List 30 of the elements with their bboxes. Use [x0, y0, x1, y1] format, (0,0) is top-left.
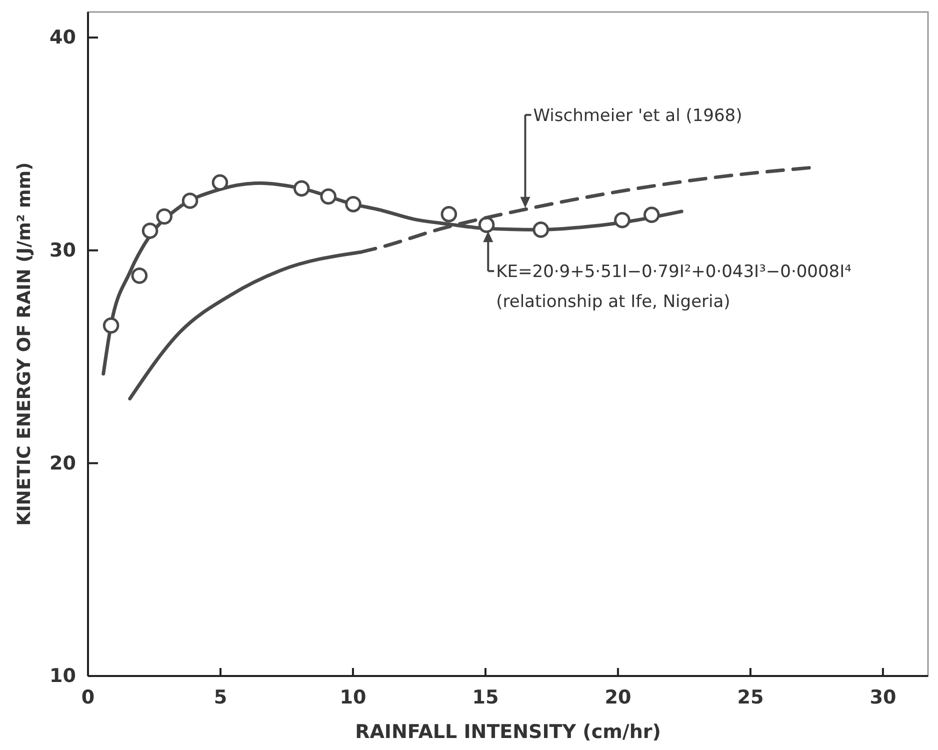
point — [142, 222, 158, 239]
point — [345, 196, 362, 212]
point — [212, 174, 228, 191]
x-tick-label: 15 — [472, 686, 499, 708]
point — [614, 212, 630, 228]
x-tick-label: 10 — [340, 686, 366, 708]
point — [478, 216, 495, 233]
y-tick-label: 30 — [50, 239, 76, 262]
point — [532, 222, 550, 238]
x-tick-label: 5 — [214, 686, 228, 708]
point — [643, 206, 660, 223]
point — [293, 180, 310, 197]
x-axis-title: RAINFALL INTENSITY (cm/hr) — [355, 721, 661, 743]
point — [182, 192, 198, 209]
point — [156, 208, 172, 225]
y-tick-label: 10 — [50, 665, 76, 688]
point — [131, 268, 148, 284]
point — [440, 206, 458, 222]
y-tick-label: 40 — [50, 26, 76, 49]
point — [320, 188, 336, 205]
x-tick-label: 0 — [81, 686, 95, 708]
y-tick-label: 20 — [50, 452, 76, 474]
point — [102, 317, 120, 334]
x-tick-label: 25 — [737, 686, 764, 708]
annotation: Wischmeier 'et al (1968) — [533, 106, 742, 126]
annotation: (relationship at Ife, Nigeria) — [496, 292, 730, 312]
x-tick-label: 30 — [870, 686, 896, 708]
y-axis-title: KINETIC ENERGY OF RAIN (J/m² mm) — [14, 162, 35, 526]
x-tick-label: 20 — [604, 686, 632, 708]
annotation: KE=20·9+5·51I−0·79I²+0·043I³−0·0008I⁴ — [496, 262, 852, 282]
